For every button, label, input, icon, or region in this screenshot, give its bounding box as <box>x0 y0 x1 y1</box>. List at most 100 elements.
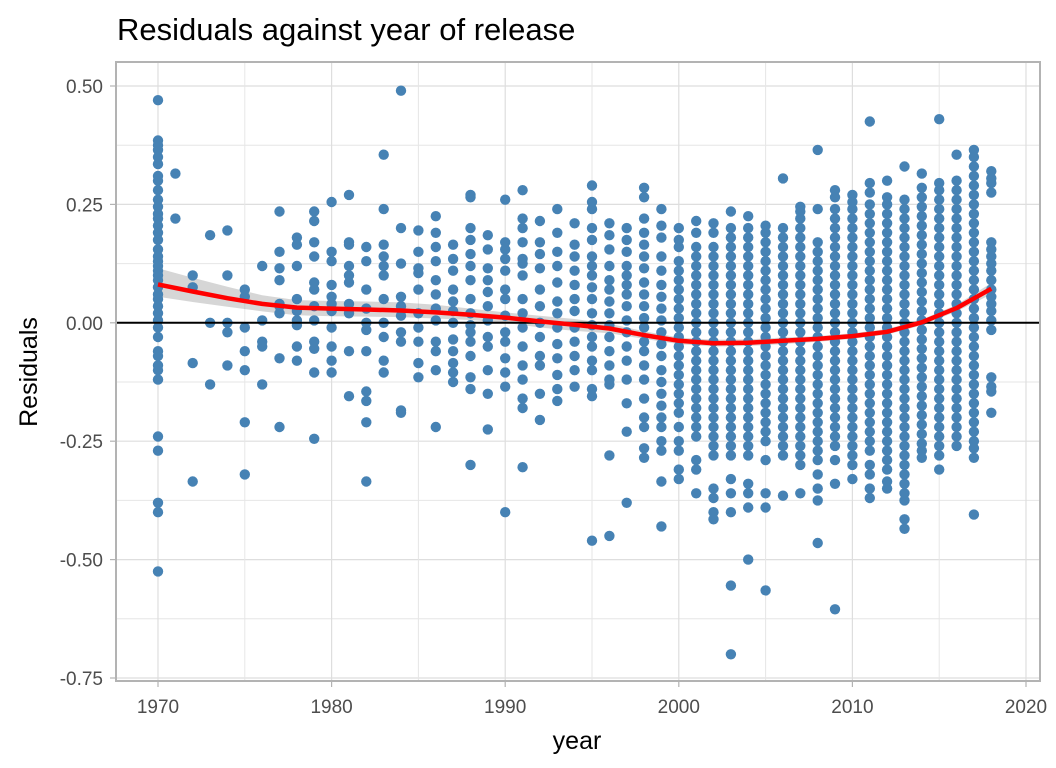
data-point <box>934 114 945 125</box>
data-point <box>812 426 823 437</box>
data-point <box>899 402 910 414</box>
data-point <box>934 383 945 395</box>
data-point <box>881 284 893 295</box>
data-point <box>951 336 962 347</box>
data-point <box>829 232 841 243</box>
data-point <box>465 275 476 286</box>
data-point <box>604 244 615 255</box>
data-point <box>482 286 493 298</box>
data-point <box>500 381 511 392</box>
data-point <box>517 222 528 234</box>
data-point <box>795 270 806 281</box>
data-point <box>152 331 164 343</box>
data-point <box>934 222 945 234</box>
data-point <box>552 227 563 238</box>
data-point <box>691 488 702 499</box>
data-point <box>777 412 789 423</box>
data-point <box>743 393 754 404</box>
data-point <box>812 303 823 314</box>
data-point <box>812 398 823 409</box>
data-point <box>934 402 945 414</box>
data-point <box>986 407 997 418</box>
data-point <box>500 253 511 265</box>
data-point <box>395 291 407 302</box>
data-point <box>986 166 997 177</box>
data-point <box>951 421 962 433</box>
data-point <box>812 417 823 428</box>
data-point <box>708 383 719 395</box>
year-column-2003 <box>725 206 737 660</box>
data-point <box>656 327 667 338</box>
data-point <box>222 270 233 281</box>
data-point <box>934 412 945 423</box>
data-point <box>326 341 337 352</box>
data-point <box>482 331 493 343</box>
data-point <box>691 279 702 291</box>
data-point <box>847 450 858 461</box>
data-point <box>864 350 875 362</box>
data-point <box>517 293 528 305</box>
data-point <box>465 372 476 383</box>
data-point <box>708 492 719 504</box>
year-column-2007 <box>795 201 806 499</box>
data-point <box>812 454 823 466</box>
data-point <box>829 222 841 234</box>
data-point <box>864 492 875 504</box>
y-axis-title: Residuals <box>15 317 43 427</box>
year-column-2014 <box>916 168 927 463</box>
data-point <box>656 376 667 388</box>
data-point <box>725 206 737 217</box>
y-tick-label: 0.00 <box>66 314 103 335</box>
data-point <box>691 251 702 262</box>
data-point <box>638 312 650 324</box>
data-point <box>899 298 910 310</box>
data-point <box>881 407 893 418</box>
data-point <box>743 211 754 222</box>
data-point <box>899 431 910 442</box>
data-point <box>968 322 980 333</box>
data-point <box>743 440 754 452</box>
data-point <box>517 185 528 196</box>
data-point <box>916 192 927 203</box>
data-point <box>951 374 962 385</box>
data-point <box>638 263 650 274</box>
data-point <box>795 222 806 234</box>
data-point <box>847 365 858 376</box>
data-point <box>604 530 615 542</box>
data-point <box>326 196 337 208</box>
data-point <box>725 365 737 376</box>
data-point <box>829 203 841 215</box>
data-point <box>569 336 580 347</box>
data-point <box>986 305 997 317</box>
data-point <box>274 263 285 274</box>
data-point <box>708 402 719 414</box>
data-point <box>725 270 737 281</box>
data-point <box>569 305 580 317</box>
data-point <box>691 402 702 414</box>
data-point <box>673 360 684 371</box>
data-point <box>586 331 598 343</box>
data-point <box>881 388 893 399</box>
data-point <box>881 483 893 494</box>
data-point <box>413 225 424 236</box>
data-point <box>691 431 702 442</box>
data-point <box>760 227 771 238</box>
data-point <box>934 346 945 357</box>
data-point <box>881 379 893 390</box>
data-point <box>638 239 650 250</box>
data-point <box>864 265 875 276</box>
data-point <box>638 322 650 333</box>
data-point <box>309 215 320 227</box>
year-column-1996 <box>604 218 615 542</box>
loess-smooth-line <box>157 282 993 346</box>
data-point <box>447 346 459 357</box>
data-point <box>465 248 476 260</box>
data-point <box>517 341 528 352</box>
data-point <box>708 431 719 442</box>
data-point <box>343 346 355 357</box>
data-point <box>812 237 823 248</box>
data-point <box>708 450 719 461</box>
data-point <box>413 336 424 347</box>
data-point <box>309 367 320 378</box>
data-point <box>743 450 754 461</box>
